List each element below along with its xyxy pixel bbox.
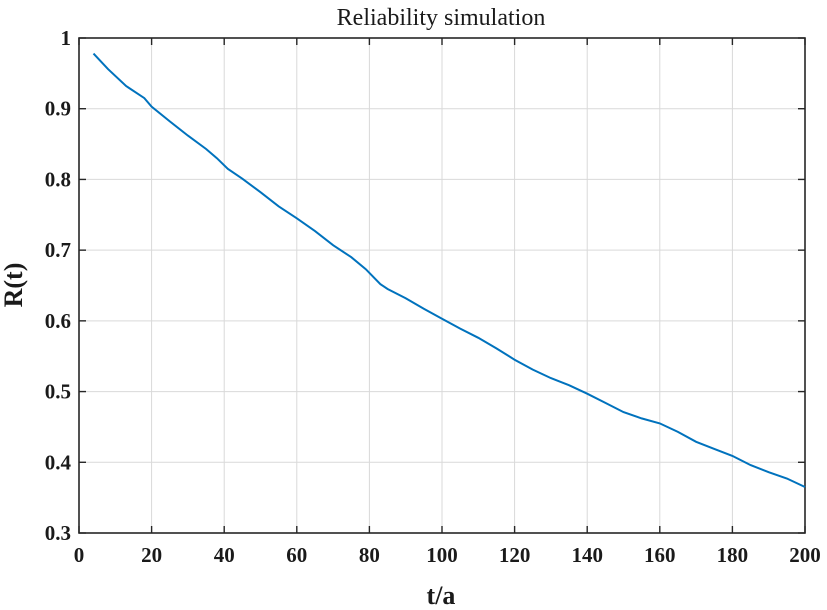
x-tick-labels: 0 20 40 60 80 100 120 140 160 180 200: [74, 543, 821, 567]
x-tick-label: 100: [426, 543, 458, 567]
y-tick-label: 1: [61, 26, 72, 50]
x-tick-label: 20: [141, 543, 162, 567]
grid: [79, 38, 805, 533]
x-tick-label: 200: [789, 543, 821, 567]
y-tick-labels: 0.3 0.4 0.5 0.6 0.7 0.8 0.9 1: [45, 26, 72, 545]
x-axis-label: t/a: [427, 581, 456, 610]
x-tick-label: 180: [717, 543, 749, 567]
series-line: [92, 52, 806, 488]
x-tick-label: 0: [74, 543, 85, 567]
y-tick-label: 0.7: [45, 238, 71, 262]
y-tick-label: 0.9: [45, 97, 71, 121]
x-tick-label: 140: [571, 543, 603, 567]
y-tick-label: 0.6: [45, 309, 71, 333]
series-layer: [92, 52, 806, 488]
y-axis-label: R(t): [0, 263, 28, 308]
y-tick-label: 0.5: [45, 380, 71, 404]
y-tick-label: 0.8: [45, 167, 71, 191]
axis-ticks: [78, 37, 806, 534]
x-tick-label: 80: [359, 543, 380, 567]
x-tick-label: 160: [644, 543, 676, 567]
chart-title: Reliability simulation: [337, 5, 546, 31]
x-tick-label: 120: [499, 543, 531, 567]
x-tick-label: 40: [214, 543, 235, 567]
y-tick-label: 0.3: [45, 521, 71, 545]
x-tick-label: 60: [286, 543, 307, 567]
y-tick-label: 0.4: [45, 450, 72, 474]
